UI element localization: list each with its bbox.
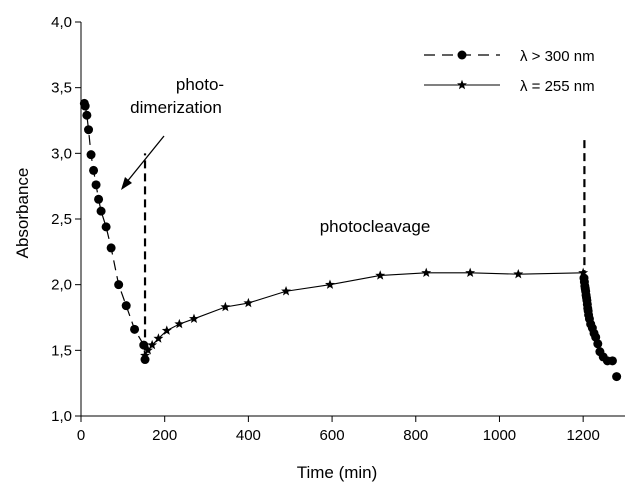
annotation-arrow-shaft xyxy=(125,135,165,184)
data-point xyxy=(153,333,164,343)
annotation-arrow-head xyxy=(121,177,132,190)
y-tick-label: 1,5 xyxy=(51,342,72,359)
x-tick-label: 400 xyxy=(236,427,261,444)
data-point xyxy=(106,243,116,253)
data-point xyxy=(101,222,111,232)
data-point xyxy=(140,350,150,360)
series-line xyxy=(83,103,146,360)
annotation-photocleavage: photocleavage xyxy=(320,217,431,236)
x-tick-label: 600 xyxy=(320,427,345,444)
data-point xyxy=(607,356,617,366)
series-layer xyxy=(79,98,622,382)
data-point xyxy=(465,267,476,278)
legend-marker-series-1 xyxy=(457,50,467,60)
data-point xyxy=(174,318,185,329)
series-line xyxy=(144,272,584,356)
data-point xyxy=(612,372,622,382)
data-point xyxy=(96,206,106,216)
data-point xyxy=(91,180,101,190)
data-point xyxy=(86,150,96,160)
data-point xyxy=(84,125,94,135)
x-tick-label: 1200 xyxy=(566,427,599,444)
x-tick-label: 800 xyxy=(403,427,428,444)
data-point xyxy=(281,286,291,296)
series-1 xyxy=(79,98,622,382)
y-tick-label: 1,0 xyxy=(51,408,72,425)
y-tick-label: 3,0 xyxy=(51,145,72,162)
ticks: 1,0 1,5 2,0 2,5 3,0 3,5 4,0 0 200 400 600 800 1000 12… xyxy=(51,14,600,444)
data-point xyxy=(130,324,140,334)
y-tick-label: 4,0 xyxy=(51,14,72,31)
y-tick-label: 3,5 xyxy=(51,80,72,97)
data-point xyxy=(220,301,231,312)
data-point xyxy=(114,280,124,290)
data-point xyxy=(139,340,149,350)
annotations: photo- dimerization photocleavage xyxy=(121,75,430,236)
y-tick-label: 2,0 xyxy=(51,277,72,294)
x-tick-label: 200 xyxy=(152,427,177,444)
data-point xyxy=(82,110,92,120)
data-point xyxy=(243,297,254,308)
data-point xyxy=(121,301,131,311)
data-point xyxy=(578,267,589,278)
data-point xyxy=(375,270,386,280)
legend-label-series-2: λ = 255 nm xyxy=(520,78,595,95)
legend: λ > 300 nm λ = 255 nm xyxy=(424,48,595,95)
series-2 xyxy=(140,267,589,360)
annotation-dimerization-line1: photo- xyxy=(176,75,224,94)
data-point xyxy=(143,345,153,355)
data-point xyxy=(94,194,104,204)
data-point xyxy=(147,339,158,350)
annotation-dimerization-line2: dimerization xyxy=(130,98,222,117)
legend-label-series-1: λ > 300 nm xyxy=(520,48,595,65)
data-point xyxy=(325,279,335,289)
data-point xyxy=(593,339,603,349)
data-point xyxy=(421,267,432,278)
x-axis-title: Time (min) xyxy=(297,463,378,482)
data-point xyxy=(161,325,172,335)
x-tick-label: 1000 xyxy=(483,427,516,444)
x-tick-label: 0 xyxy=(77,427,85,444)
data-point xyxy=(189,313,199,324)
data-point xyxy=(513,268,524,279)
vertical-lines xyxy=(143,137,586,351)
y-axis-title: Absorbance xyxy=(13,168,32,259)
data-point xyxy=(80,101,90,111)
legend-marker-series-2 xyxy=(457,79,467,90)
data-point xyxy=(89,165,99,175)
y-tick-label: 2,5 xyxy=(51,211,72,228)
